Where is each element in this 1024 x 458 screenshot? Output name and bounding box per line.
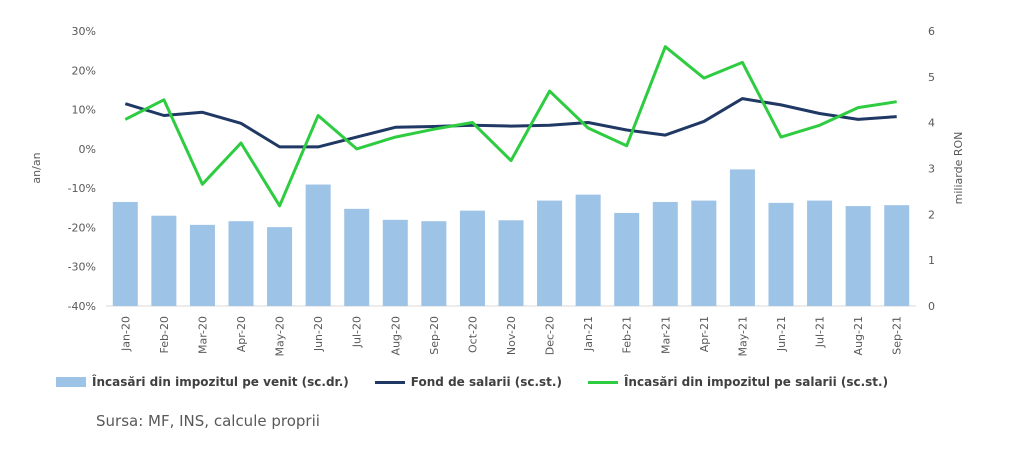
impozit-salarii-line	[124, 45, 897, 208]
left-tick-label: 20%	[72, 64, 96, 77]
bar	[729, 169, 755, 306]
bar	[112, 201, 138, 306]
legend-label-venit: Încasări din impozitul pe venit (sc.dr.)	[92, 375, 349, 389]
x-tick-label: Jun-21	[775, 316, 788, 352]
x-tick-label: Aug-20	[389, 316, 402, 355]
legend-swatch-salarii	[587, 380, 618, 384]
fond-salarii-line	[124, 97, 897, 149]
x-tick-label: May-20	[274, 316, 287, 357]
legend-swatch-bar	[56, 377, 86, 387]
x-tick-label: Sep-21	[891, 316, 904, 355]
legend-item-fond: Fond de salarii (sc.st.)	[374, 375, 562, 389]
x-tick-label: Mar-20	[196, 316, 209, 354]
bar	[884, 205, 910, 306]
source-note: Sursa: MF, INS, calcule proprii	[96, 412, 320, 430]
bar	[382, 219, 408, 306]
x-tick-label: Feb-20	[158, 316, 171, 353]
bar	[845, 206, 871, 306]
right-tick-label: 3	[928, 163, 935, 176]
right-tick-label: 4	[928, 117, 935, 130]
legend-label-fond: Fond de salarii (sc.st.)	[410, 375, 562, 389]
x-tick-label: Dec-20	[544, 316, 557, 355]
bar	[537, 200, 563, 306]
x-tick-label: Feb-21	[621, 316, 634, 353]
right-axis-ticks: 6 5 4 3 2 1 0	[928, 25, 935, 313]
bar	[768, 202, 794, 306]
bar	[459, 210, 485, 306]
x-tick-label: Sep-20	[428, 316, 441, 355]
line-series	[124, 45, 897, 208]
right-tick-label: 5	[928, 71, 935, 84]
left-tick-label: 10%	[72, 104, 96, 117]
left-axis-ticks: 30% 20% 10% 0% -10% -20% -30% -40%	[68, 25, 96, 313]
x-tick-label: Jun-20	[312, 316, 325, 352]
left-tick-label: -30%	[68, 261, 96, 274]
right-tick-label: 6	[928, 25, 935, 38]
x-tick-label: Aug-21	[852, 316, 865, 355]
bar	[189, 224, 215, 306]
x-tick-label: Apr-20	[235, 316, 248, 352]
x-tick-label: Nov-20	[505, 316, 518, 355]
bar	[691, 200, 717, 306]
x-tick-label: Oct-20	[466, 316, 479, 353]
bar	[652, 201, 678, 306]
x-axis-ticks: Jan-20 Feb-20 Mar-20 Apr-20 May-20 Jun-20 Jul-…	[119, 316, 903, 357]
x-tick-label: Apr-21	[698, 316, 711, 352]
bar-series	[112, 169, 910, 306]
left-tick-label: 30%	[72, 25, 96, 38]
bar	[344, 208, 370, 306]
bar	[575, 194, 601, 306]
left-tick-label: -20%	[68, 221, 96, 234]
bar	[421, 221, 447, 306]
left-tick-label: 0%	[79, 143, 96, 156]
bar	[305, 184, 331, 306]
bar	[151, 215, 177, 306]
combo-chart: 30% 20% 10% 0% -10% -20% -30% -40% 6 5 4 3 2 1 0 Jan-…	[30, 25, 965, 357]
left-tick-label: -10%	[68, 182, 96, 195]
bar	[614, 212, 640, 306]
legend-item-venit: Încasări din impozitul pe venit (sc.dr.)	[56, 375, 349, 389]
chart-legend: Încasări din impozitul pe venit (sc.dr.)…	[56, 372, 1016, 392]
right-tick-label: 1	[928, 254, 935, 267]
legend-swatch-fond	[374, 380, 405, 384]
right-axis-title: miliarde RON	[952, 132, 965, 205]
bar	[228, 221, 254, 306]
right-tick-label: 2	[928, 208, 935, 221]
bar	[807, 200, 833, 306]
left-tick-label: -40%	[68, 300, 96, 313]
legend-item-salarii: Încasări din impozitul pe salarii (sc.st…	[587, 375, 889, 389]
bar	[498, 220, 524, 306]
x-tick-label: Jan-20	[119, 316, 132, 352]
legend-label-salarii: Încasări din impozitul pe salarii (sc.st…	[623, 375, 889, 389]
x-tick-label: Jul-21	[814, 316, 827, 348]
left-axis-title: an/an	[30, 152, 43, 183]
x-tick-label: Mar-21	[659, 316, 672, 354]
right-tick-label: 0	[928, 300, 935, 313]
x-tick-label: Jul-20	[351, 316, 364, 348]
x-tick-label: May-21	[736, 316, 749, 357]
x-tick-label: Jan-21	[582, 316, 595, 352]
bar	[267, 227, 293, 306]
